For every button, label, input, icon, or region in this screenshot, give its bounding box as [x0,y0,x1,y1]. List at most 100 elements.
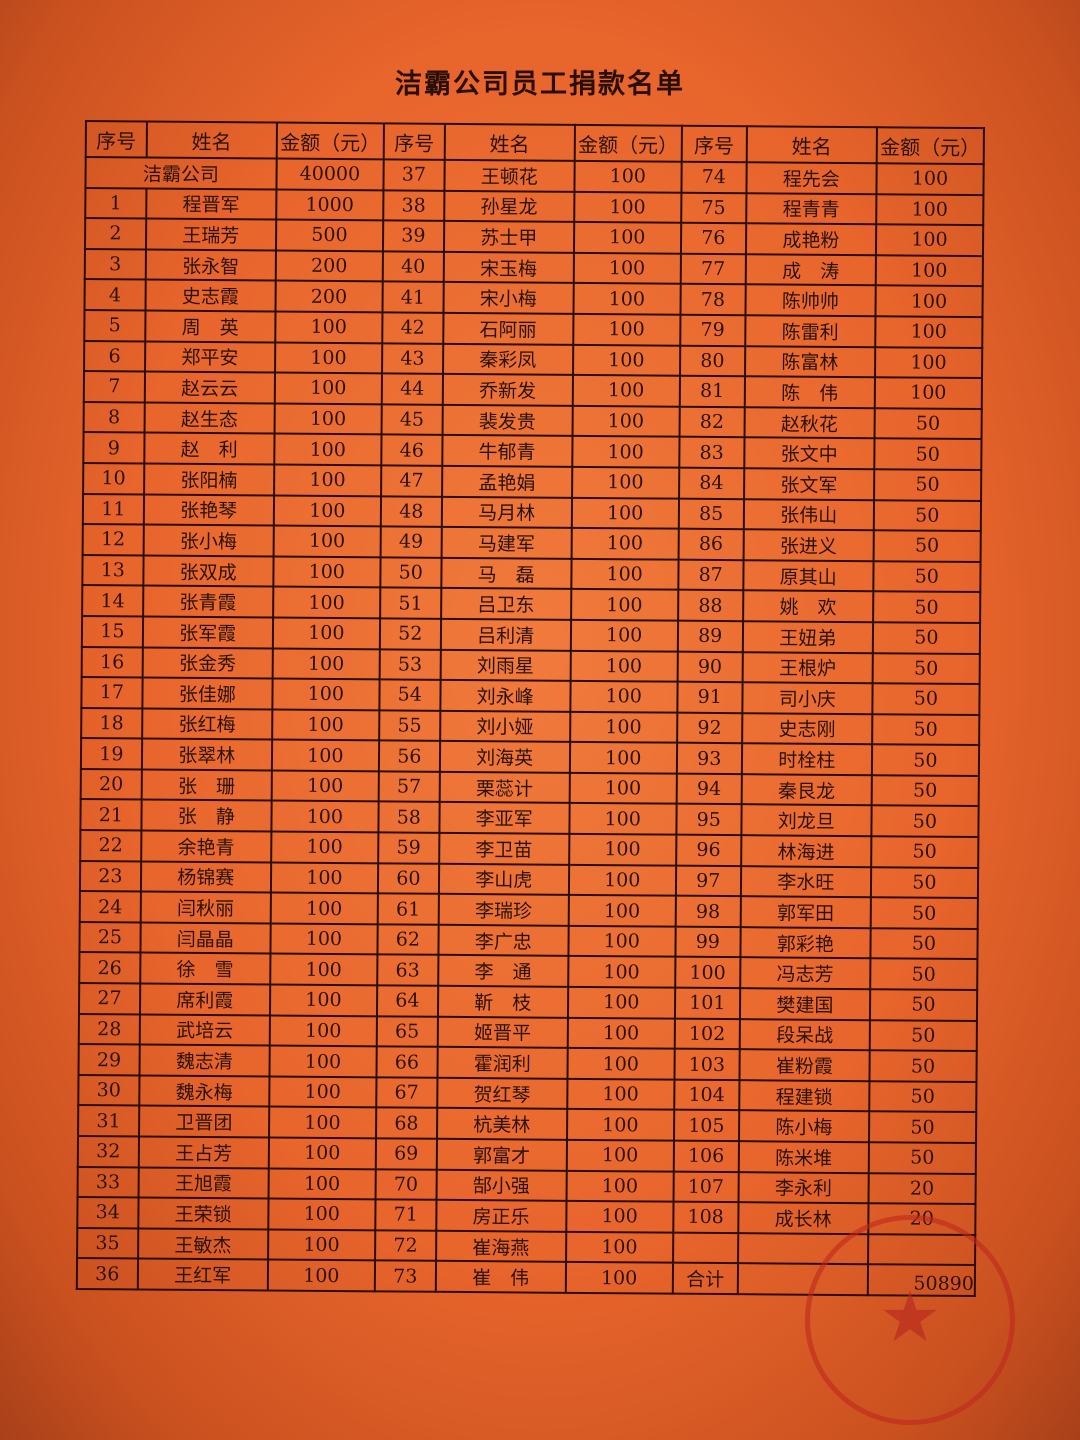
name-cell: 王妞弟 [742,621,873,653]
serial-cell: 15 [81,615,143,647]
name-cell: 杭美林 [436,1108,567,1140]
name-cell: 张文军 [743,468,875,500]
name-cell: 郑平安 [144,341,276,373]
header-name: 姓名 [146,121,277,159]
amount-cell: 100 [876,193,984,226]
amount-cell: 50 [872,622,981,654]
company-seal: ★ [805,1215,1015,1425]
name-cell: 王旭霞 [138,1167,269,1199]
serial-cell: 14 [82,585,144,617]
amount-cell: 100 [268,1168,376,1200]
serial-cell: 89 [677,620,743,652]
serial-cell: 86 [678,528,744,560]
amount-cell: 100 [269,953,378,986]
name-cell: 赵云云 [144,371,275,404]
name-cell: 杨锦赛 [140,861,271,893]
amount-cell: 100 [569,711,678,743]
serial-cell: 42 [382,312,444,344]
serial-cell: 102 [674,1018,740,1050]
amount-cell: 100 [572,405,680,438]
name-cell: 刘永峰 [440,679,571,712]
amount-cell: 100 [566,1170,674,1202]
serial-cell: 82 [679,406,745,438]
amount-cell: 50 [873,499,982,532]
amount-cell: 50 [868,1111,977,1144]
serial-cell: 9 [83,432,145,464]
name-cell: 马建军 [441,526,572,559]
amount-cell: 200 [275,280,383,313]
serial-cell: 67 [376,1077,438,1109]
name-cell: 乔新发 [442,373,573,406]
name-cell: 姬晋平 [437,1016,568,1049]
serial-cell: 94 [676,773,742,805]
serial-cell: 13 [82,554,144,586]
serial-cell: 18 [81,707,143,739]
serial-cell: 31 [78,1105,140,1137]
amount-cell: 100 [272,647,380,680]
name-cell: 靳 枝 [437,985,568,1018]
serial-cell: 96 [675,834,742,866]
serial-cell: 74 [681,161,747,193]
amount-cell: 100 [567,956,676,988]
serial-cell: 105 [673,1110,740,1142]
amount-cell: 100 [274,342,383,374]
name-cell: 郭军田 [740,896,871,929]
amount-cell: 100 [272,586,381,619]
amount-cell: 100 [271,770,379,802]
serial-cell: 54 [379,679,441,711]
company-name-cell: 洁霸公司 [85,157,277,190]
name-cell: 陈雷利 [745,315,876,347]
serial-cell: 7 [83,371,145,403]
name-cell: 席利霞 [139,983,270,1016]
name-cell: 李广忠 [438,924,569,957]
amount-cell: 100 [569,803,677,835]
serial-cell: 8 [83,401,145,433]
amount-cell: 100 [567,986,675,1019]
name-cell: 王红军 [137,1258,268,1291]
amount-cell: 100 [571,527,679,560]
name-cell: 赵 利 [144,432,275,465]
amount-cell: 100 [568,833,677,866]
serial-cell: 10 [83,462,145,495]
amount-cell: 100 [273,495,381,527]
name-cell: 李 通 [437,955,569,987]
serial-cell: 59 [378,832,440,864]
name-cell: 郭富才 [436,1138,567,1171]
name-cell: 王敏杰 [137,1228,269,1260]
amount-cell: 100 [571,497,679,529]
amount-cell: 100 [572,374,680,407]
name-cell: 张翠林 [141,738,272,771]
amount-cell: 100 [273,464,382,496]
amount-cell: 100 [570,589,679,621]
name-cell: 刘海英 [439,741,570,773]
serial-cell: 47 [380,465,443,497]
serial-cell: 57 [378,771,440,803]
amount-cell: 100 [569,742,677,774]
star-icon: ★ [878,1276,942,1358]
amount-cell: 100 [274,403,382,435]
serial-cell: 58 [378,801,440,833]
serial-cell: 56 [378,740,440,772]
name-cell: 宋小梅 [443,282,574,314]
amount-cell: 100 [874,346,983,379]
amount-cell: 100 [566,1109,674,1141]
amount-cell: 100 [573,283,681,315]
serial-cell: 70 [375,1168,437,1200]
amount-cell: 100 [574,160,682,193]
name-cell: 张阳楠 [143,463,275,496]
amount-cell: 100 [274,372,382,405]
amount-cell: 50 [871,744,980,776]
serial-cell: 84 [678,467,745,499]
amount-cell: 100 [267,1229,376,1261]
serial-cell: 30 [78,1074,140,1106]
serial-cell: 6 [84,340,146,372]
amount-cell: 100 [875,316,983,348]
name-cell: 孟艳娟 [441,465,573,498]
amount-cell: 100 [267,1259,375,1292]
amount-cell: 100 [271,800,379,833]
amount-cell: 100 [570,650,678,682]
name-cell: 郜小强 [436,1169,567,1202]
name-cell: 崔海燕 [435,1230,567,1263]
amount-cell: 100 [565,1262,673,1294]
amount-cell: 50 [874,438,982,470]
